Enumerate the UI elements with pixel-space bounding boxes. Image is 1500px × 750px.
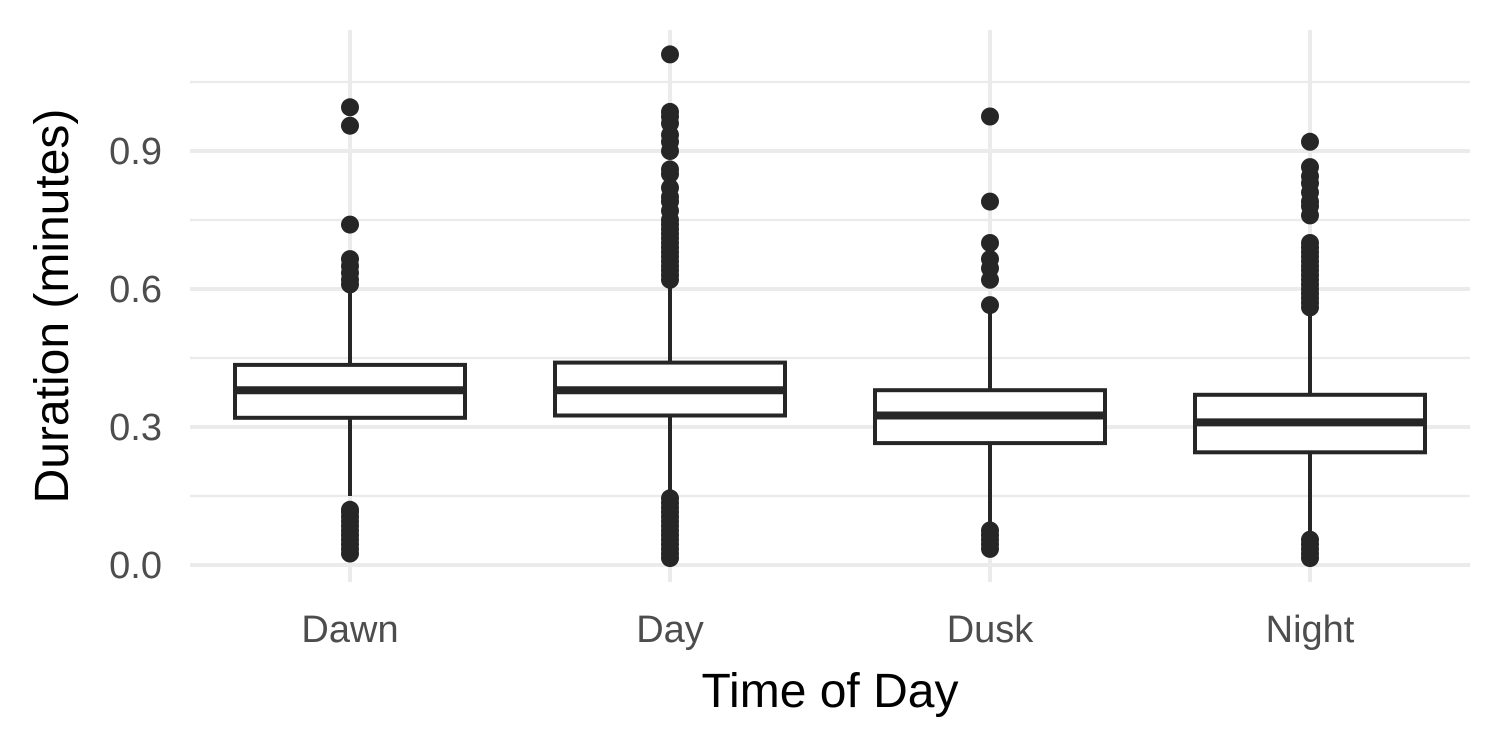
outlier-point — [661, 102, 679, 121]
outlier-point — [1301, 132, 1319, 151]
y-tick-label: 0.0 — [109, 545, 162, 587]
x-tick-label: Night — [1266, 609, 1355, 651]
box-dusk — [873, 107, 1107, 558]
outlier-point — [981, 296, 999, 315]
outlier-point — [661, 45, 679, 64]
outlier-point — [341, 500, 359, 519]
x-tick-label: Dawn — [301, 609, 398, 651]
outlier-point — [341, 98, 359, 117]
box-dawn — [233, 98, 467, 563]
grid-lines — [190, 30, 1470, 582]
outlier-point — [661, 160, 679, 179]
outlier-point — [981, 192, 999, 211]
outlier-point — [661, 178, 679, 197]
y-tick-label: 0.6 — [109, 269, 162, 311]
outlier-point — [981, 107, 999, 126]
outlier-point — [981, 521, 999, 540]
x-tick-label: Dusk — [947, 609, 1035, 651]
x-axis-title: Time of Day — [702, 665, 959, 718]
outlier-point — [981, 250, 999, 269]
x-tick-label: Day — [636, 609, 704, 651]
box-series — [233, 45, 1427, 568]
outlier-point — [981, 234, 999, 252]
outlier-point — [341, 116, 359, 135]
outlier-point — [1301, 234, 1319, 252]
box-day — [553, 45, 787, 568]
outlier-point — [1301, 530, 1319, 549]
outlier-point — [341, 250, 359, 269]
outlier-point — [1301, 158, 1319, 177]
outlier-point — [661, 489, 679, 508]
x-tick-labels: Dawn Day Dusk Night — [301, 609, 1354, 651]
outlier-point — [341, 215, 359, 234]
box-night — [1193, 132, 1427, 568]
y-axis-title: Duration (minutes) — [26, 109, 79, 504]
y-tick-label: 0.3 — [109, 407, 162, 449]
y-tick-labels: 0.0 0.3 0.6 0.9 — [109, 131, 162, 587]
y-tick-label: 0.9 — [109, 131, 162, 173]
